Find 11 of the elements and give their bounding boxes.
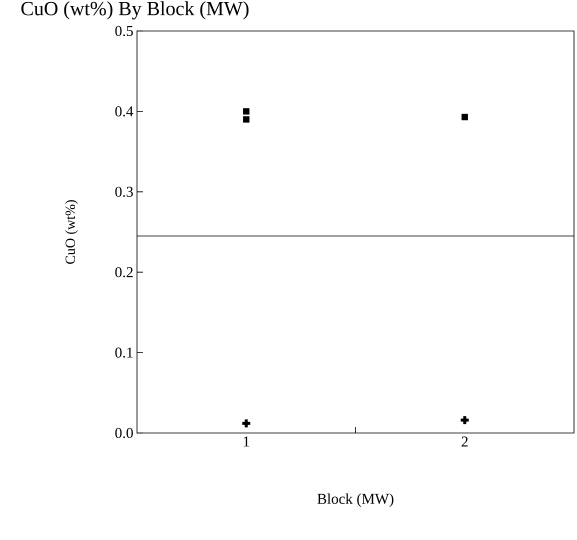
y-axis-title: CuO (wt%) bbox=[65, 200, 78, 264]
y-tick-label: 0.0 bbox=[115, 428, 133, 438]
x-axis-title: Block (MW) bbox=[317, 493, 394, 507]
x-tick-label: 1 bbox=[244, 436, 250, 446]
y-tick-label: 0.1 bbox=[115, 348, 133, 358]
chart-title: CuO (wt%) By Block (MW) bbox=[21, 1, 249, 20]
x-tick-label: 2 bbox=[462, 436, 468, 446]
y-tick-label: 0.2 bbox=[115, 267, 133, 278]
y-tick-label: 0.3 bbox=[115, 186, 133, 197]
y-tick-label: 0.4 bbox=[115, 106, 134, 116]
y-tick-label: 0.5 bbox=[115, 26, 133, 36]
